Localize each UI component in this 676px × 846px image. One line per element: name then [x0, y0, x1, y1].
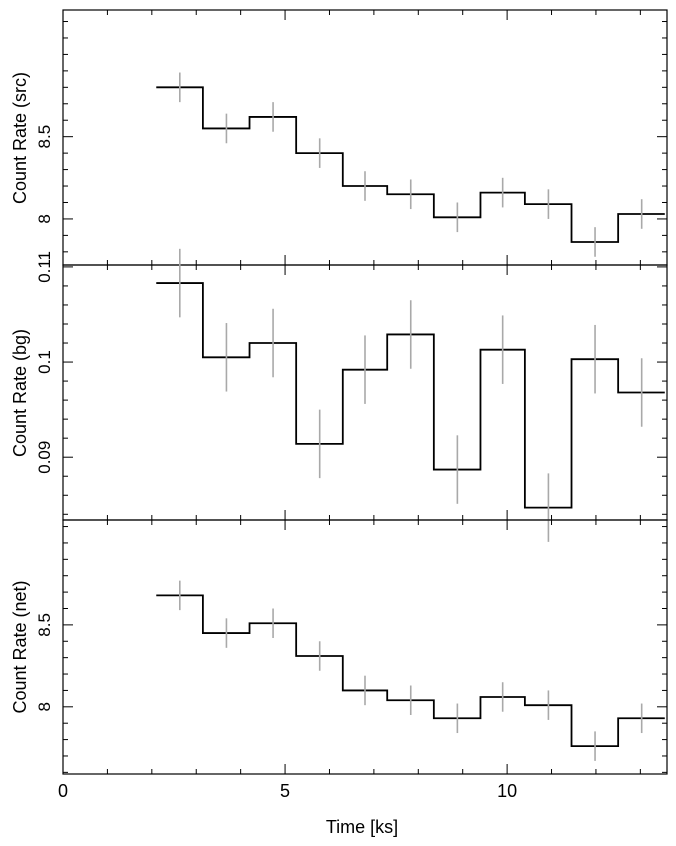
panel-net-frame: [62, 519, 668, 775]
x-tick-label: 10: [497, 781, 517, 801]
x-axis-label: Time [ks]: [326, 817, 398, 837]
panel-src-ytick-label: 8.5: [35, 125, 54, 149]
panel-src-frame: [62, 9, 668, 266]
panel-net-ytick-label: 8.5: [35, 613, 54, 637]
panel-bg-ytick-label: 0.11: [35, 251, 54, 283]
x-tick-label: 0: [58, 781, 68, 801]
panel-net-step-line: [156, 594, 665, 748]
panel-bg-ylabel: Count Rate (bg): [10, 329, 30, 457]
panel-src-step-line: [156, 86, 665, 243]
panel-bg-ytick-label: 0.09: [35, 441, 54, 474]
panel-net: Count Rate (net) 8 8.5: [10, 519, 668, 775]
panel-net-ytick-label: 8: [35, 702, 54, 711]
panel-net-ylabel: Count Rate (net): [10, 580, 30, 713]
panel-src-ylabel: Count Rate (src): [10, 72, 30, 204]
panel-src: Count Rate (src) 8 8.5: [10, 9, 668, 266]
panel-src-ytick-label: 8: [35, 214, 54, 223]
x-tick-label: 5: [280, 781, 290, 801]
panel-bg-ytick-label: 0.1: [35, 350, 54, 374]
panel-bg: Count Rate (bg) 0.09 0.1 0.11: [10, 248, 668, 542]
x-tick-labels: 0 5 10: [58, 781, 517, 801]
